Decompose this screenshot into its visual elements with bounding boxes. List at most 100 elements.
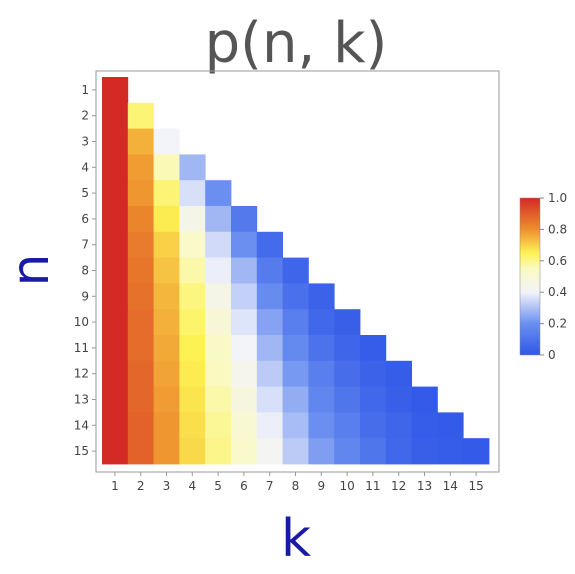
heatmap-cell (231, 438, 258, 465)
heatmap-cell (231, 206, 258, 233)
y-tick-label: 11 (74, 341, 89, 355)
heatmap-cell (205, 386, 232, 413)
x-tick-label: 13 (417, 479, 432, 493)
heatmap-cell (205, 412, 232, 439)
y-tick-label: 9 (81, 289, 89, 303)
heatmap-cell (153, 412, 180, 439)
heatmap-cell (256, 386, 283, 413)
heatmap-cell (308, 438, 335, 465)
heatmap-cell (179, 283, 206, 310)
heatmap-cell (179, 231, 206, 258)
heatmap-cell (437, 412, 464, 439)
heatmap-cell (231, 309, 258, 336)
heatmap-cell (127, 128, 154, 155)
heatmap-cell (205, 438, 232, 465)
y-tick-label: 13 (74, 393, 89, 407)
heatmap-cell (179, 412, 206, 439)
heatmap-cell (205, 309, 232, 336)
heatmap-cell (102, 231, 129, 258)
heatmap-cell (256, 438, 283, 465)
heatmap-cell (102, 360, 129, 387)
heatmap-cell (102, 283, 129, 310)
heatmap-cell (153, 231, 180, 258)
heatmap-cell (360, 438, 387, 465)
heatmap-cell (153, 309, 180, 336)
y-tick-label: 6 (81, 212, 89, 226)
heatmap-cell (411, 412, 438, 439)
heatmap-cell (153, 128, 180, 155)
heatmap-cell (153, 180, 180, 207)
heatmap-cell (127, 180, 154, 207)
heatmap-cell (153, 206, 180, 233)
heatmap-cell (256, 283, 283, 310)
heatmap-cell (127, 438, 154, 465)
heatmap-cells (102, 77, 490, 465)
x-tick-label: 8 (292, 479, 300, 493)
heatmap-cell (360, 360, 387, 387)
heatmap-cell (282, 360, 309, 387)
y-tick-label: 10 (74, 315, 89, 329)
heatmap-cell (308, 360, 335, 387)
heatmap-cell (231, 231, 258, 258)
heatmap-cell (334, 360, 361, 387)
heatmap-cell (282, 412, 309, 439)
colorbar-tick-label: 1.0 (548, 191, 567, 205)
heatmap-cell (256, 257, 283, 284)
colorbar-tick-label: 0 (548, 348, 556, 362)
x-tick-label: 7 (266, 479, 274, 493)
heatmap-cell (231, 412, 258, 439)
heatmap-cell (153, 154, 180, 181)
x-tick-label: 6 (240, 479, 248, 493)
heatmap-cell (231, 335, 258, 362)
heatmap-cell (102, 128, 129, 155)
x-tick-label: 12 (391, 479, 406, 493)
heatmap-cell (256, 309, 283, 336)
heatmap-cell (102, 386, 129, 413)
heatmap-cell (179, 309, 206, 336)
heatmap-cell (102, 102, 129, 129)
heatmap-cell (334, 335, 361, 362)
heatmap-cell (127, 309, 154, 336)
heatmap-cell (127, 231, 154, 258)
y-tick-label: 5 (81, 186, 89, 200)
x-tick-label: 1 (111, 479, 119, 493)
heatmap-cell (102, 412, 129, 439)
heatmap-cell (153, 257, 180, 284)
heatmap-cell (102, 257, 129, 284)
heatmap-cell (282, 386, 309, 413)
heatmap-cell (205, 335, 232, 362)
colorbar (519, 197, 541, 356)
heatmap-cell (179, 386, 206, 413)
heatmap-cell (205, 231, 232, 258)
heatmap-cell (256, 231, 283, 258)
y-axis-label: n (1, 254, 61, 287)
x-axis-ticks: 1 2 3 4 5 6 7 8 9 10 11 12 13 14 15 (111, 472, 484, 493)
chart-title: p(n, k) (205, 11, 388, 76)
heatmap-cell (385, 438, 412, 465)
heatmap-cell (256, 412, 283, 439)
heatmap-cell (411, 386, 438, 413)
heatmap-cell (153, 386, 180, 413)
x-tick-label: 2 (137, 479, 145, 493)
heatmap-cell (102, 309, 129, 336)
heatmap-cell (127, 102, 154, 129)
heatmap-cell (179, 438, 206, 465)
colorbar-tick-label: 0.2 (548, 317, 567, 331)
heatmap-cell (205, 206, 232, 233)
colorbar-tick-label: 0.4 (548, 285, 567, 299)
colorbar-ticks: 0 0.2 0.4 0.6 0.8 1.0 (540, 191, 567, 362)
heatmap-cell (153, 360, 180, 387)
heatmap-cell (282, 257, 309, 284)
heatmap-cell (127, 154, 154, 181)
heatmap-cell (102, 206, 129, 233)
heatmap-cell (153, 438, 180, 465)
y-tick-label: 14 (74, 418, 89, 432)
heatmap-cell (360, 335, 387, 362)
heatmap-cell (385, 386, 412, 413)
y-tick-label: 4 (81, 160, 89, 174)
heatmap-cell (205, 360, 232, 387)
heatmap-cell (334, 309, 361, 336)
heatmap-cell (360, 412, 387, 439)
